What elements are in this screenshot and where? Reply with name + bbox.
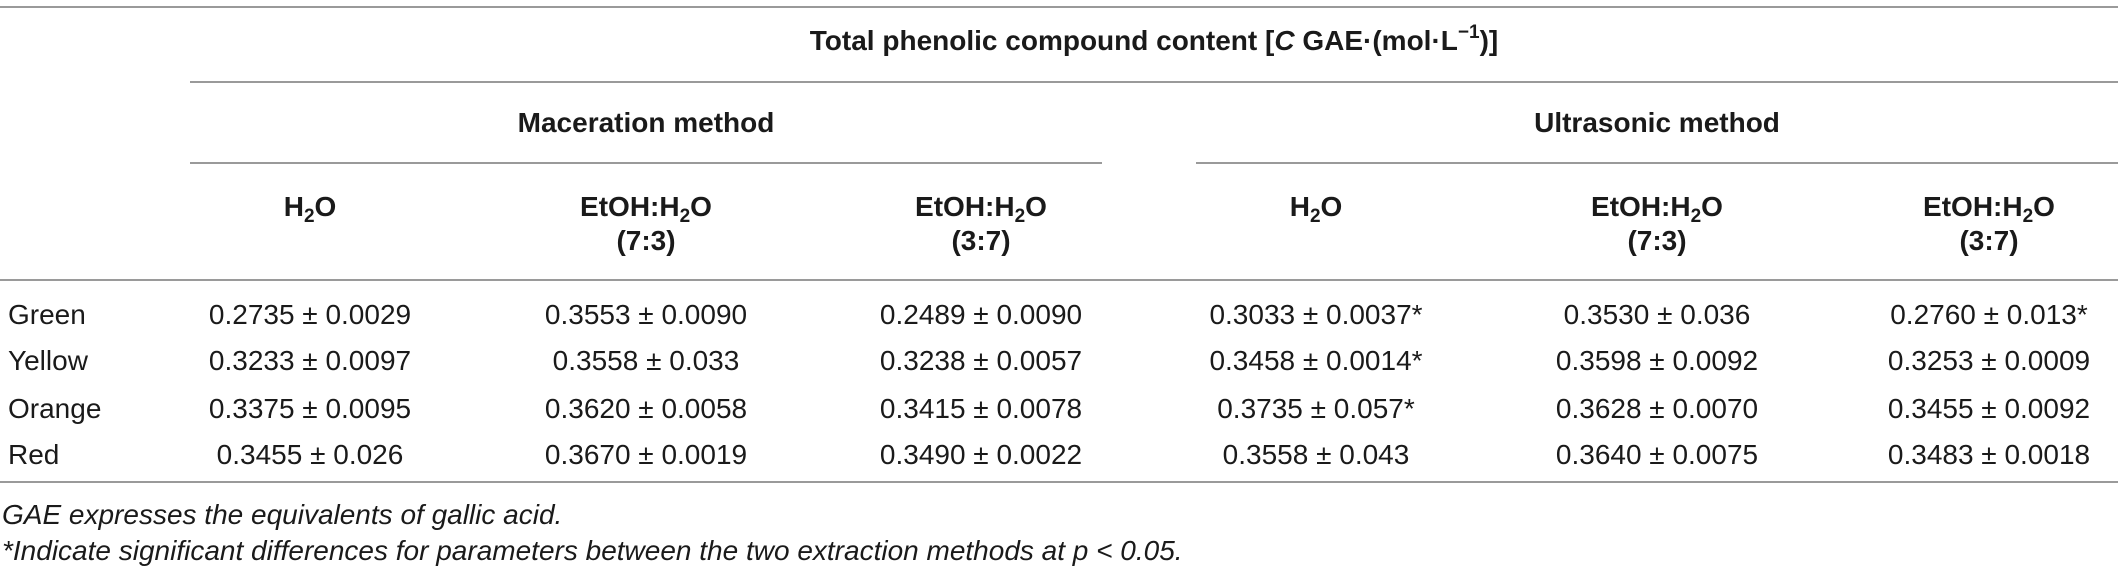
- ultrasonic-underline: [1196, 162, 2118, 164]
- group-header-ultrasonic: Ultrasonic method: [1534, 107, 1780, 138]
- table-cell: 0.3640 ± 0.0075: [1555, 439, 1759, 470]
- table-cell: 0.3553 ± 0.0090: [544, 299, 748, 330]
- table-cell: 0.3628 ± 0.0070: [1555, 393, 1759, 424]
- row-label: Yellow: [8, 345, 88, 376]
- table-cell: 0.3458 ± 0.0014*: [1209, 345, 1423, 376]
- footnote-significance: *Indicate significant differences for pa…: [2, 535, 1183, 566]
- row-label: Orange: [8, 393, 102, 424]
- column-header: H2O: [1289, 191, 1343, 227]
- column-header: EtOH:H2O (3:7): [915, 191, 1047, 256]
- title-underline: [190, 81, 2118, 83]
- table-cell: 0.3455 ± 0.026: [216, 439, 404, 470]
- row-label: Red: [8, 439, 60, 470]
- footnote-gae: GAE expresses the equivalents of gallic …: [2, 499, 563, 530]
- column-header: EtOH:H2O (3:7): [1923, 191, 2055, 256]
- table-cell: 0.3598 ± 0.0092: [1555, 345, 1759, 376]
- header-bottom-rule: [0, 279, 2118, 281]
- table-title: Total phenolic compound content [C GAE·(…: [809, 22, 1499, 56]
- table-cell: 0.3233 ± 0.0097: [208, 345, 412, 376]
- table-cell: 0.3490 ± 0.0022: [879, 439, 1083, 470]
- maceration-underline: [190, 162, 1102, 164]
- table-cell: 0.3253 ± 0.0009: [1887, 345, 2091, 376]
- table-cell: 0.3558 ± 0.043: [1222, 439, 1410, 470]
- table-cell: 0.3375 ± 0.0095: [208, 393, 412, 424]
- table-cell: 0.3558 ± 0.033: [552, 345, 740, 376]
- table-cell: 0.3530 ± 0.036: [1563, 299, 1751, 330]
- column-header: H2O: [283, 191, 337, 227]
- table-cell: 0.3238 ± 0.0057: [879, 345, 1083, 376]
- table-cell: 0.3415 ± 0.0078: [879, 393, 1083, 424]
- group-header-maceration: Maceration method: [517, 107, 775, 138]
- table-cell: 0.2489 ± 0.0090: [879, 299, 1083, 330]
- table-bottom-rule: [0, 481, 2118, 483]
- table-cell: 0.3620 ± 0.0058: [544, 393, 748, 424]
- table-cell: 0.3483 ± 0.0018: [1887, 439, 2091, 470]
- row-label: Green: [8, 299, 86, 330]
- top-rule: [0, 6, 2118, 8]
- table-cell: 0.3033 ± 0.0037*: [1209, 299, 1423, 330]
- table-cell: 0.3455 ± 0.0092: [1887, 393, 2091, 424]
- table-cell: 0.3670 ± 0.0019: [544, 439, 748, 470]
- table-cell: 0.3735 ± 0.057*: [1217, 393, 1415, 424]
- column-header: EtOH:H2O (7:3): [580, 191, 712, 256]
- table-cell: 0.2760 ± 0.013*: [1890, 299, 2088, 330]
- column-header: EtOH:H2O (7:3): [1591, 191, 1723, 256]
- table-cell: 0.2735 ± 0.0029: [208, 299, 412, 330]
